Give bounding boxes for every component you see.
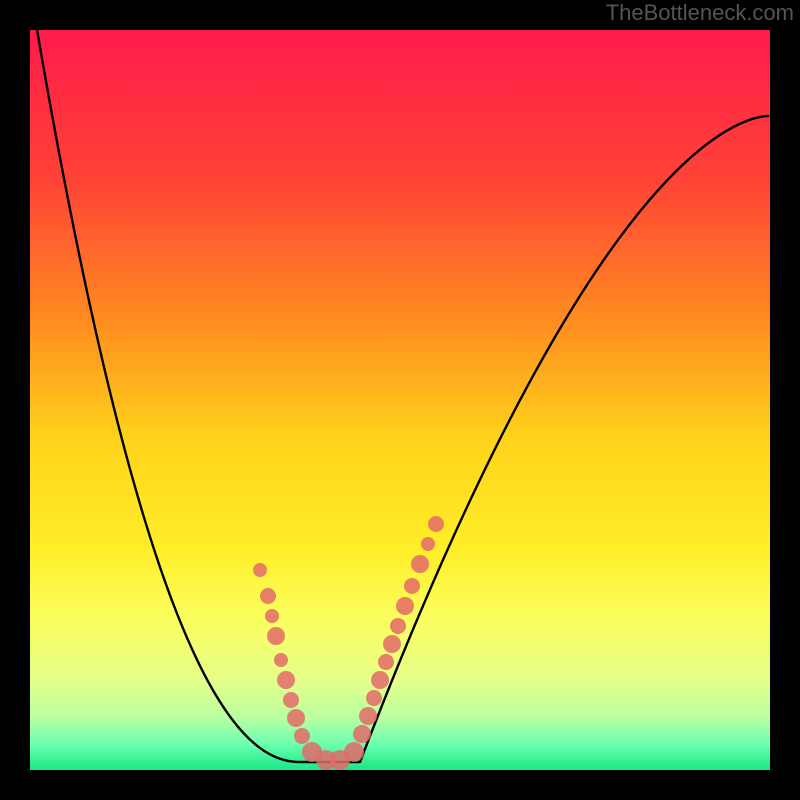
marker-dot	[396, 597, 414, 615]
marker-dot	[421, 537, 435, 551]
marker-dot	[404, 578, 420, 594]
marker-dot	[260, 588, 276, 604]
marker-dot	[265, 609, 279, 623]
marker-dot	[344, 742, 364, 762]
chart-root: TheBottleneck.com	[0, 0, 800, 800]
marker-dot	[277, 671, 295, 689]
marker-dot	[287, 709, 305, 727]
marker-dot	[267, 627, 285, 645]
marker-dot	[428, 516, 444, 532]
marker-dot	[274, 653, 288, 667]
marker-dot	[366, 690, 382, 706]
marker-dot	[294, 728, 310, 744]
marker-dot	[378, 654, 394, 670]
marker-dot	[359, 707, 377, 725]
marker-dot	[283, 692, 299, 708]
chart-svg	[0, 0, 800, 800]
marker-dot	[371, 671, 389, 689]
watermark-text: TheBottleneck.com	[606, 0, 794, 26]
marker-dot	[353, 725, 371, 743]
marker-dot	[253, 563, 267, 577]
marker-dot	[411, 555, 429, 573]
marker-dot	[383, 635, 401, 653]
marker-dot	[390, 618, 406, 634]
